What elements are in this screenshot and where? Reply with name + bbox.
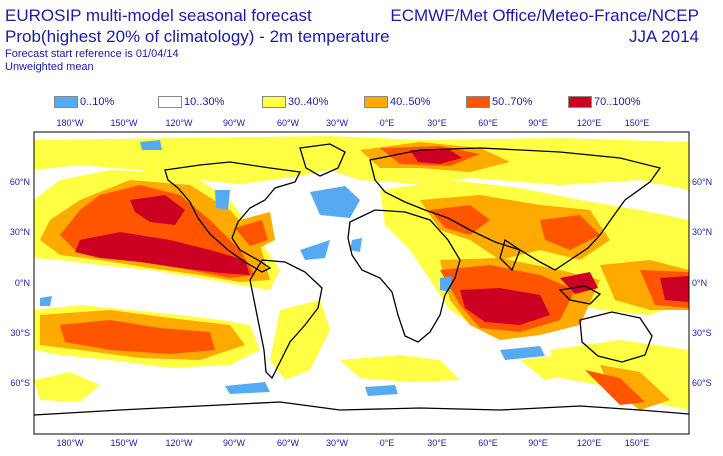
lon-label: 150°W (110, 438, 138, 448)
lat-label: 30°N (692, 227, 712, 237)
lat-label: 30°N (10, 227, 30, 237)
legend-label: 30..40% (288, 96, 329, 108)
coastlines (34, 143, 689, 416)
band-0-10 (40, 140, 545, 396)
legend-swatch (262, 96, 286, 108)
legend-swatch (466, 96, 490, 108)
lat-label: 60°N (692, 177, 712, 187)
indonesia-coast (558, 285, 602, 305)
legend: 0..10% 10..30% 30..40% 40..50% 50..70% 7… (54, 94, 674, 110)
lon-label: 30°W (326, 438, 349, 448)
lon-label: 150°E (625, 438, 650, 448)
lon-label: 120°E (577, 118, 602, 128)
legend-label: 50..70% (492, 96, 533, 108)
lon-label: 0°E (380, 438, 395, 448)
lat-label: 60°N (10, 177, 30, 187)
legend-swatch (54, 96, 78, 108)
lat-label: 0°N (15, 278, 30, 288)
africa-coast (347, 209, 461, 343)
lon-label: 90°W (223, 118, 246, 128)
lon-label: 90°E (528, 438, 548, 448)
north-america-coast (164, 161, 301, 273)
legend-swatch (364, 96, 388, 108)
lon-label: 60°W (277, 118, 300, 128)
eurasia-coast (369, 147, 662, 271)
legend-item: 30..40% (262, 94, 328, 110)
south-america-coast (249, 259, 323, 380)
lon-labels-bottom: 180°W 150°W 120°W 90°W 60°W 30°W 0°E 30°… (56, 438, 649, 448)
lon-label: 90°E (528, 118, 548, 128)
season-label: JJA 2014 (629, 27, 699, 46)
lat-label: 60°S (692, 378, 712, 388)
lat-label: 30°S (10, 328, 30, 338)
lon-label: 150°E (625, 118, 650, 128)
legend-item: 40..50% (364, 94, 430, 110)
legend-item: 50..70% (466, 94, 532, 110)
mean-type: Unweighted mean (5, 61, 94, 73)
lon-label: 120°W (165, 118, 193, 128)
legend-label: 70..100% (594, 96, 641, 108)
lat-label: 60°S (10, 378, 30, 388)
map-title: EUROSIP multi-model seasonal forecast (5, 6, 312, 25)
lon-label: 60°E (478, 438, 498, 448)
lat-labels-left: 60°N 30°N 0°N 30°S 60°S (10, 177, 30, 388)
band-70-100 (75, 150, 689, 325)
lon-label: 180°W (56, 118, 84, 128)
lon-label: 30°W (326, 118, 349, 128)
lon-label: 30°E (427, 438, 447, 448)
legend-item: 0..10% (54, 94, 114, 110)
lat-label: 30°S (692, 328, 712, 338)
probability-fields (34, 136, 689, 410)
legend-swatch (158, 96, 182, 108)
lon-label: 60°E (478, 118, 498, 128)
lon-label: 150°W (110, 118, 138, 128)
lon-label: 30°E (427, 118, 447, 128)
forecast-reference: Forecast start reference is 01/04/14 (5, 48, 179, 60)
map-subtitle: Prob(highest 20% of climatology) - 2m te… (5, 27, 390, 46)
legend-swatch (568, 96, 592, 108)
india-coast (499, 238, 521, 272)
lat-labels-right: 60°N 30°N 0°N 30°S 60°S (692, 177, 712, 388)
lat-label: 0°N (692, 278, 707, 288)
lon-label: 90°W (223, 438, 246, 448)
map-frame (33, 131, 690, 435)
legend-label: 10..30% (184, 96, 225, 108)
australia-coast (579, 311, 653, 363)
lon-label: 0°E (380, 118, 395, 128)
legend-label: 40..50% (390, 96, 431, 108)
lon-label: 120°E (577, 438, 602, 448)
antarctica-coast (34, 401, 689, 416)
legend-label: 0..10% (80, 96, 115, 108)
legend-item: 70..100% (568, 94, 640, 110)
lon-label: 180°W (56, 438, 84, 448)
lon-labels-top: 180°W 150°W 120°W 90°W 60°W 30°W 0°E 30°… (56, 118, 649, 128)
greenland-coast (299, 143, 346, 177)
probability-map: 180°W 150°W 120°W 90°W 60°W 30°W 0°E 30°… (10, 118, 712, 448)
legend-item: 10..30% (158, 94, 224, 110)
centres-label: ECMWF/Met Office/Meteo-France/NCEP (390, 6, 699, 25)
lon-label: 60°W (277, 438, 300, 448)
lon-label: 120°W (165, 438, 193, 448)
